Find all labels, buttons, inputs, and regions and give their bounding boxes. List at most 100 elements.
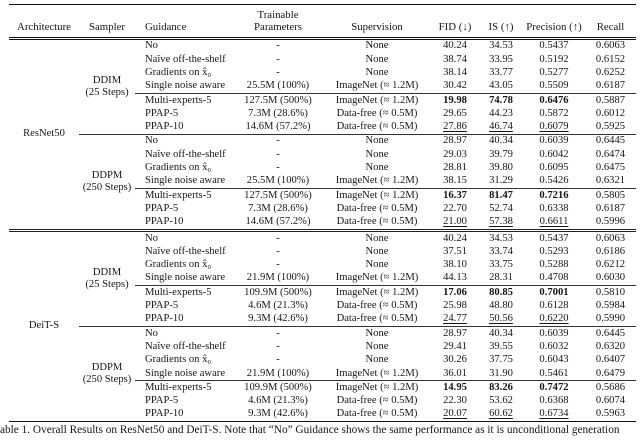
supervision-cell: ImageNet (≈ 1.2M)	[335, 80, 419, 92]
precision-cell: 0.5509	[539, 80, 569, 92]
params-cell: -	[276, 354, 280, 366]
supervision-cell: None	[365, 354, 389, 366]
is-cell: 28.31	[489, 272, 513, 284]
header-trainable-line2: Parameters	[254, 20, 302, 33]
recall-cell: 0.6474	[595, 148, 626, 160]
fid-cell: 38.10	[443, 259, 467, 271]
table-row: DDPM (250 Steps) No - None 28.97 40.34 0.6039 0.…	[9, 134, 636, 231]
table-row: Gradients on x̂₀ - None 30.26 37.75 0.6043 0.6…	[9, 354, 636, 367]
header-row: Architecture Sampler Guidance Trainable …	[9, 4, 636, 40]
recall-cell: 0.6479	[595, 367, 626, 379]
supervision-cell: None	[323, 326, 431, 341]
recall-cell: 0.6030	[595, 272, 626, 284]
table-row: ResNet50 DDIM (25 Steps) No - None 40.24 34.53 0…	[9, 39, 636, 139]
header-supervision: Supervision	[323, 4, 431, 40]
fid-cell: 30.26	[443, 354, 467, 366]
recall-cell: 0.6212	[595, 259, 626, 271]
supervision-cell: Data-free (≈ 0.5M)	[336, 300, 418, 312]
fid-cell: 22.30	[443, 395, 467, 407]
header-is: IS (↑)	[479, 4, 523, 40]
params-cell: 9.3M (42.6%)	[248, 408, 308, 420]
guidance-cell: No	[135, 229, 233, 246]
supervision-cell: None	[365, 259, 389, 271]
header-recall: Recall	[585, 4, 636, 40]
recall-cell: 0.5996	[595, 216, 626, 228]
table-row: Gradients on x̂₀ - None 38.10 33.75 0.5288 0.6…	[9, 259, 636, 272]
header-fid: FID (↓)	[431, 4, 479, 40]
header-sampler: Sampler	[79, 4, 135, 40]
is-cell: 33.75	[489, 259, 513, 271]
table-row: Multi-experts-5 127.5M (500%) ImageNet (≈ …	[9, 188, 636, 203]
params-cell: 21.9M (100%)	[246, 272, 310, 284]
fid-cell: 20.07	[443, 408, 467, 420]
is-cell: 39.55	[489, 340, 513, 352]
guidance-cell: Single noise aware	[145, 272, 226, 284]
header-precision: Precision (↑)	[523, 4, 585, 40]
supervision-cell: None	[365, 245, 389, 257]
precision-cell: 0.7472	[523, 380, 585, 395]
precision-cell: 0.7216	[523, 188, 585, 203]
guidance-cell: No	[135, 134, 233, 149]
fid-cell: 16.37	[431, 188, 479, 203]
recall-cell: 0.6063	[585, 229, 636, 246]
table-row: PPAP-10 9.3M (42.6%) Data-free (≈ 0.5M) 20.…	[9, 408, 636, 422]
fid-cell: 44.13	[443, 272, 467, 284]
guidance-cell: Multi-experts-5	[135, 380, 233, 395]
architecture-cell: DeiT-S	[9, 229, 79, 422]
params-cell: 14.6M (57.2%)	[245, 121, 311, 133]
table-caption: able 1. Overall Results on ResNet50 and …	[0, 424, 620, 436]
precision-cell: 0.6079	[539, 121, 569, 133]
precision-cell: 0.5437	[539, 40, 569, 52]
guidance-cell: Single noise aware	[145, 175, 226, 187]
is-cell: 33.74	[489, 245, 513, 257]
precision-cell: 0.6220	[539, 313, 569, 325]
precision-cell: 0.6476	[523, 93, 585, 108]
fid-cell: 28.97	[431, 326, 479, 341]
architecture-cell: ResNet50	[23, 128, 65, 140]
table-row: PPAP-10 9.3M (42.6%) Data-free (≈ 0.5M) 24.…	[9, 313, 636, 327]
header-trainable-parameters: Trainable Parameters	[233, 4, 323, 40]
supervision-cell: Data-free (≈ 0.5M)	[336, 107, 418, 119]
table-row: Naïve off-the-shelf - None 37.51 33.74 0.5293…	[9, 245, 636, 258]
sampler-label-line: DDPM	[91, 362, 123, 374]
supervision-cell: Data-free (≈ 0.5M)	[336, 395, 418, 407]
precision-cell: 0.6128	[539, 300, 569, 312]
is-cell: 53.62	[489, 395, 513, 407]
guidance-cell: Naïve off-the-shelf	[145, 53, 226, 65]
fid-cell: 27.86	[443, 121, 467, 133]
guidance-cell: PPAP-10	[145, 121, 184, 133]
params-cell: -	[276, 148, 280, 160]
params-cell: -	[276, 162, 280, 174]
recall-cell: 0.6012	[595, 107, 626, 119]
guidance-cell: Gradients on x̂₀	[145, 259, 212, 271]
recall-cell: 0.6475	[595, 162, 626, 174]
is-cell: 31.90	[489, 367, 513, 379]
precision-cell: 0.7001	[523, 285, 585, 300]
recall-cell: 0.5810	[585, 285, 636, 300]
guidance-cell: PPAP-5	[145, 107, 179, 119]
header-architecture: Architecture	[9, 4, 79, 40]
guidance-cell: Multi-experts-5	[135, 188, 233, 203]
is-cell: 34.53	[479, 229, 523, 246]
fid-cell: 28.97	[431, 134, 479, 149]
recall-cell: 0.6445	[585, 134, 636, 149]
is-cell: 80.85	[479, 285, 523, 300]
params-cell: 7.3M (28.6%)	[248, 107, 308, 119]
supervision-cell: None	[365, 53, 389, 65]
supervision-cell: ImageNet (≈ 1.2M)	[335, 272, 419, 284]
fid-cell: 38.14	[443, 66, 467, 78]
precision-cell: 0.6043	[539, 354, 569, 366]
header-trainable-line1: Trainable	[257, 9, 299, 21]
params-cell: -	[276, 40, 280, 52]
recall-cell: 0.5984	[595, 300, 626, 312]
recall-cell: 0.5963	[595, 408, 626, 420]
table-row: Naïve off-the-shelf - None 29.41 39.55 0.6032…	[9, 341, 636, 354]
precision-cell: 0.5293	[539, 245, 569, 257]
supervision-cell: None	[365, 66, 389, 78]
sampler-label-line: (25 Steps)	[85, 87, 129, 99]
recall-cell: 0.6320	[595, 340, 626, 352]
is-cell: 33.95	[489, 53, 513, 65]
sampler-label-line: DDPM	[91, 170, 123, 182]
guidance-cell: PPAP-5	[145, 202, 179, 214]
guidance-cell: Single noise aware	[145, 80, 226, 92]
